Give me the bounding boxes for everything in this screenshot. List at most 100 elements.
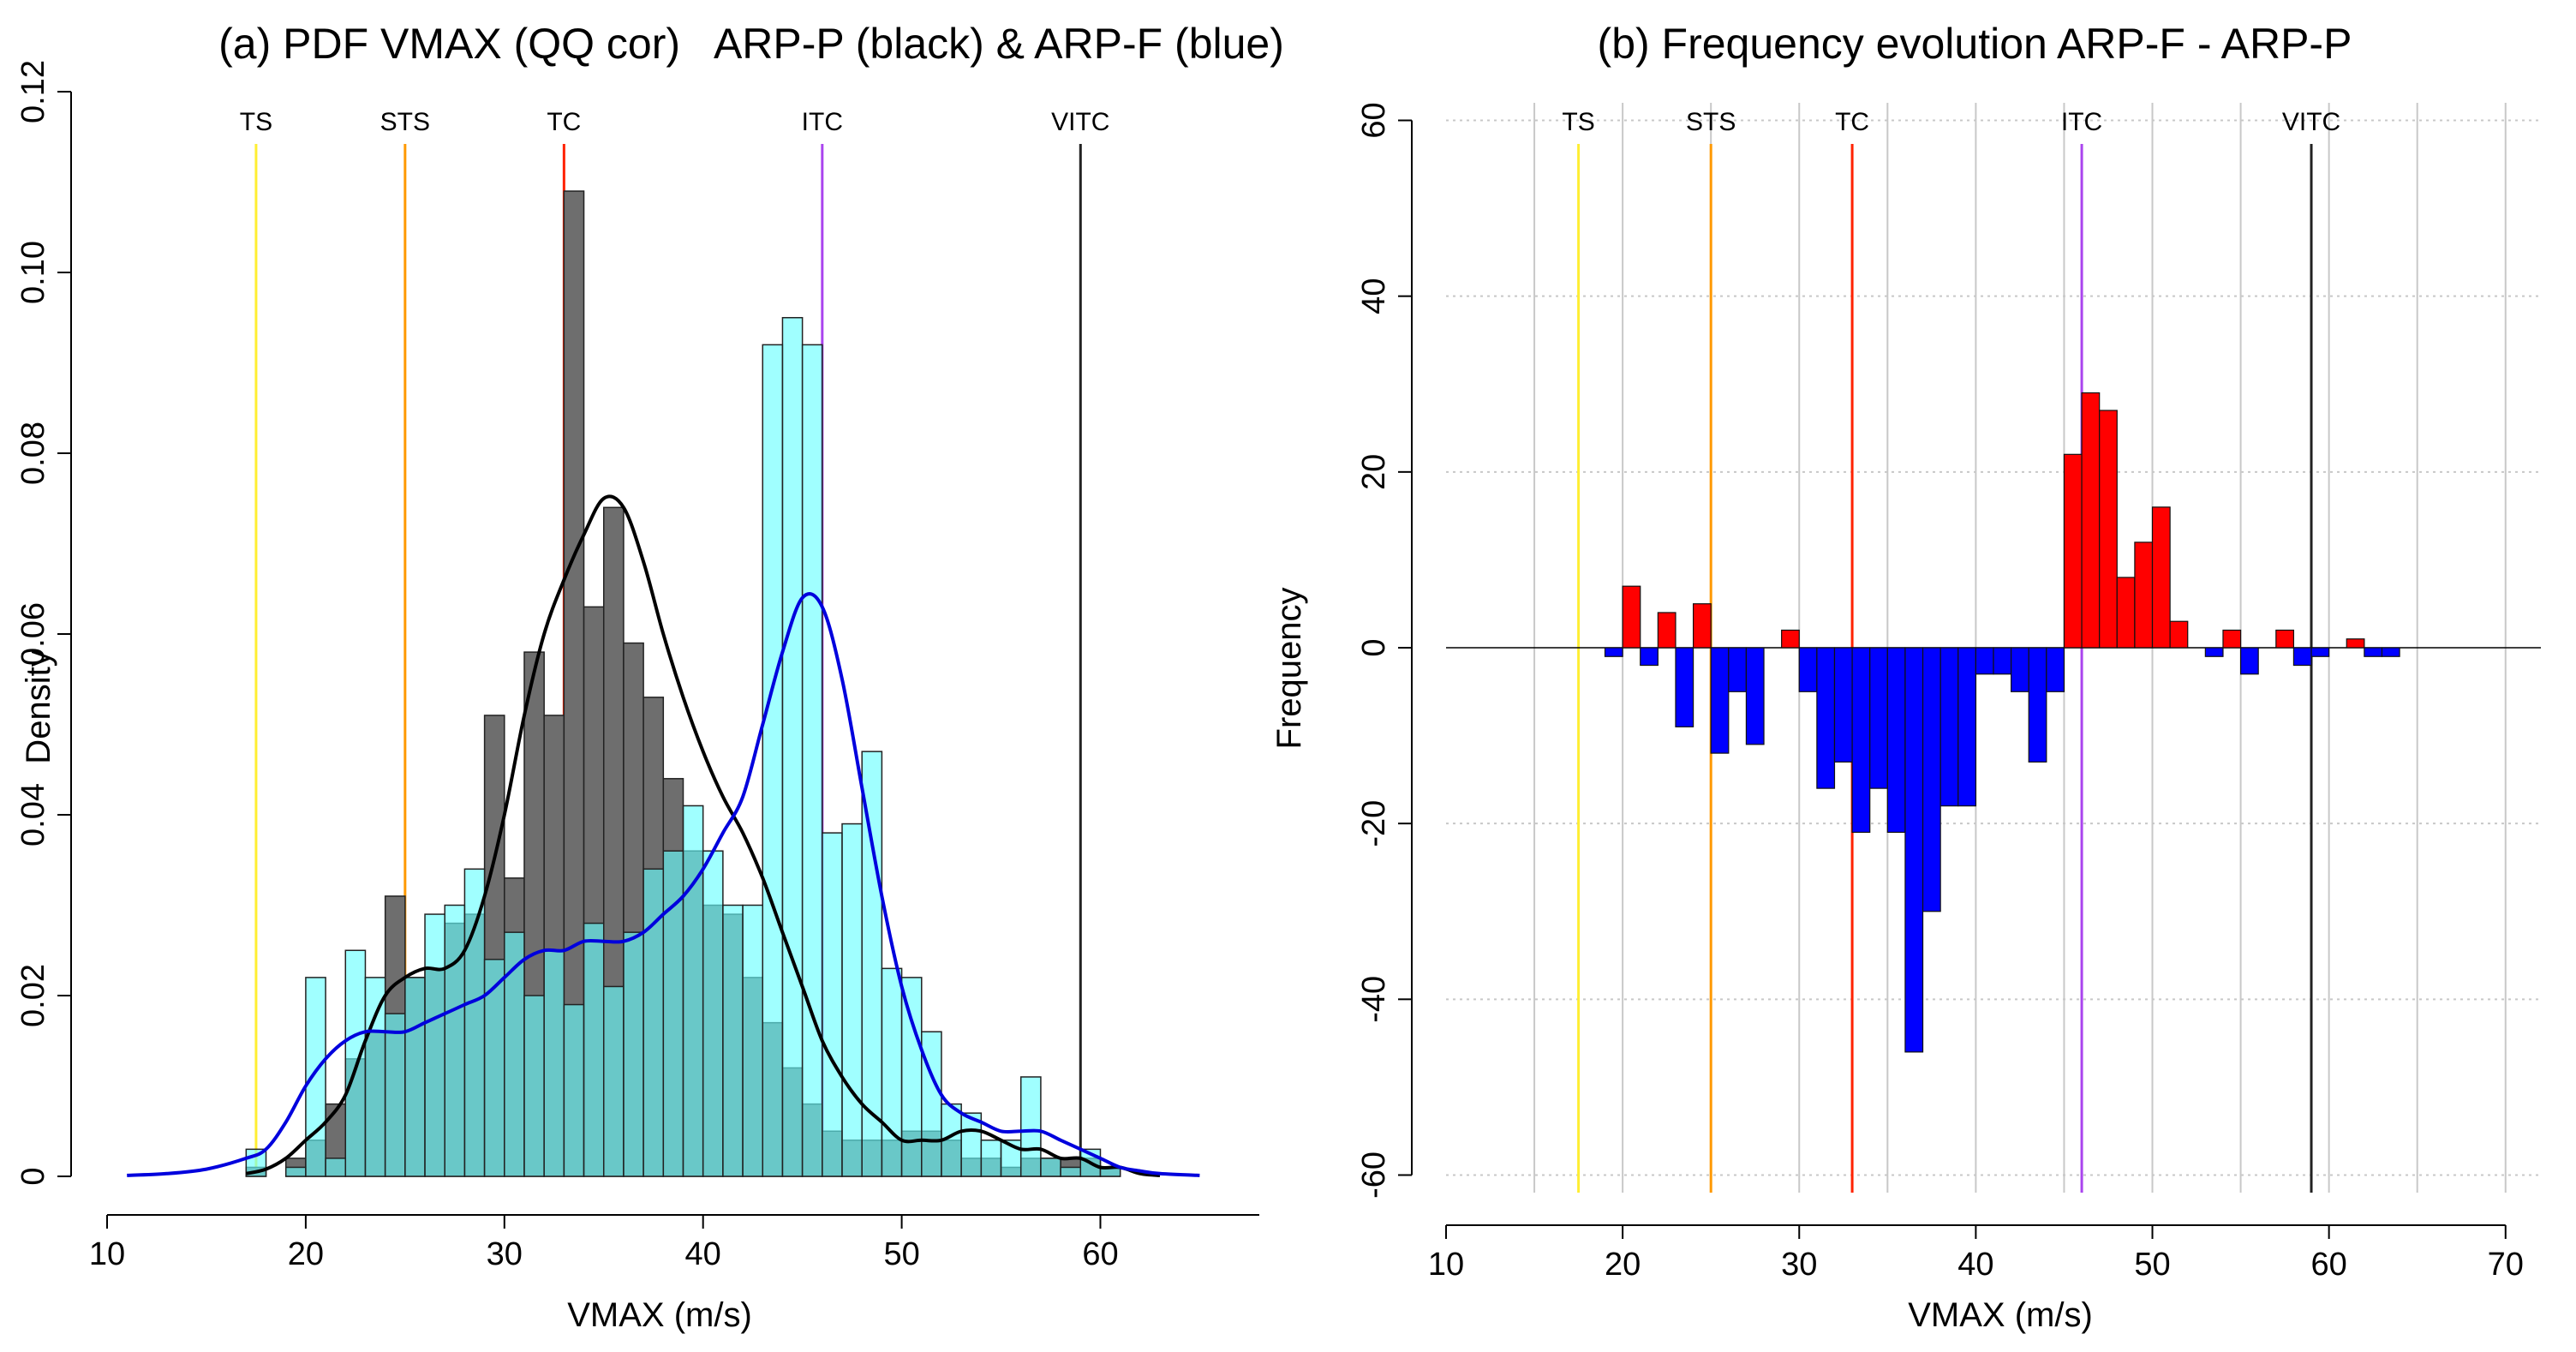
arp-f-density-curve xyxy=(127,592,1200,1177)
frequency-decrease-bar xyxy=(1798,647,1818,692)
arp-f-bar xyxy=(822,832,843,1177)
frequency-decrease-bar xyxy=(1675,647,1694,727)
panel-b-x-tick-label: 50 xyxy=(2134,1247,2170,1283)
frequency-decrease-bar xyxy=(1833,647,1853,763)
arp-f-bar xyxy=(364,977,386,1177)
panel-b-x-tick-label: 10 xyxy=(1428,1247,1464,1283)
panel-a-x-tick-label: 40 xyxy=(685,1236,721,1272)
panel-a-label-vitc: VITC xyxy=(1051,108,1109,136)
panel-b-title: (b) Frequency evolution ARP-F - ARP-P xyxy=(1598,20,2352,68)
frequency-decrease-bar xyxy=(2011,647,2029,692)
panel-a-y-tick-label: 0.04 xyxy=(15,783,51,846)
frequency-increase-bar xyxy=(2169,620,2189,649)
arp-f-bar xyxy=(404,977,426,1177)
frequency-increase-bar xyxy=(2081,392,2101,649)
frequency-decrease-bar xyxy=(2364,647,2383,657)
panel-a-label-itc: ITC xyxy=(802,108,843,136)
panel-b-y-axis-label: Frequency xyxy=(1270,588,1308,750)
frequency-increase-bar xyxy=(1657,612,1676,649)
panel-b-label-itc: ITC xyxy=(2061,108,2102,136)
arp-f-bar xyxy=(722,904,744,1177)
frequency-decrease-bar xyxy=(1728,647,1748,692)
panel-a-axes: 0 0.02 0.04 0.06 0.08 0.10 0.12 10 20 30 40 50 60 xyxy=(15,60,1259,1272)
frequency-decrease-bar xyxy=(2292,647,2312,667)
arp-f-bar xyxy=(702,850,724,1177)
frequency-increase-bar xyxy=(2116,577,2136,649)
panel-b-y-tick-label: 20 xyxy=(1356,454,1392,490)
panel-b-frequency-chart: (b) Frequency evolution ARP-F - ARP-P TS… xyxy=(1270,20,2541,1334)
frequency-decrease-bar xyxy=(1904,647,1924,1053)
panel-b-x-tick-label: 30 xyxy=(1781,1247,1817,1283)
frequency-decrease-bar xyxy=(1975,647,1994,675)
panel-a-y-tick-label: 0.12 xyxy=(15,60,51,123)
panel-a-x-tick-label: 10 xyxy=(89,1236,125,1272)
arp-f-bar xyxy=(682,805,704,1177)
frequency-increase-bar xyxy=(2063,453,2083,649)
arp-f-bar xyxy=(583,922,605,1177)
frequency-decrease-bar xyxy=(1957,647,1976,807)
panel-a-label-ts: TS xyxy=(240,108,272,136)
arp-f-bar xyxy=(424,913,445,1177)
panel-a-y-tick-label: 0 xyxy=(15,1167,51,1185)
panel-b-y-tick-label: -60 xyxy=(1356,1152,1392,1199)
arp-f-bar xyxy=(463,868,486,1177)
panel-b-y-tick-label: -20 xyxy=(1356,800,1392,847)
arp-f-bar xyxy=(742,904,764,1177)
frequency-decrease-bar xyxy=(1851,647,1871,834)
panel-b-x-axis-label: VMAX (m/s) xyxy=(1908,1296,2093,1334)
panel-b-label-tc: TC xyxy=(1835,108,1869,136)
panel-a-y-tick-label: 0.02 xyxy=(15,964,51,1027)
arp-f-bar xyxy=(444,904,466,1177)
panel-a-x-tick-label: 60 xyxy=(1082,1236,1118,1272)
panel-b-axes: -60 -40 -20 0 20 40 60 10 20 30 40 50 60 70 xyxy=(1356,102,2524,1283)
frequency-decrease-bar xyxy=(1869,647,1888,789)
arp-f-bar xyxy=(801,344,823,1177)
panel-a-y-axis-label: Density xyxy=(20,649,57,763)
arp-f-bar xyxy=(861,751,883,1177)
panel-a-x-tick-label: 50 xyxy=(883,1236,919,1272)
arp-f-bar xyxy=(781,317,804,1177)
panel-a-label-tc: TC xyxy=(547,108,581,136)
panel-a-x-axis-label: VMAX (m/s) xyxy=(567,1296,752,1334)
frequency-decrease-bar xyxy=(1640,647,1659,667)
arp-f-bar xyxy=(384,1013,406,1177)
arp-p-density-curve xyxy=(245,494,1161,1177)
frequency-decrease-bar xyxy=(2204,647,2224,657)
frequency-increase-bar xyxy=(1692,603,1712,649)
frequency-increase-bar xyxy=(1781,629,1800,649)
frequency-decrease-bar xyxy=(2239,647,2259,675)
panel-a-x-tick-label: 30 xyxy=(487,1236,523,1272)
panel-b-label-vitc: VITC xyxy=(2282,108,2340,136)
arp-f-bar xyxy=(1060,1166,1082,1177)
arp-f-bar xyxy=(881,967,903,1177)
panel-a-y-tick-label: 0.10 xyxy=(15,241,51,304)
frequency-decrease-bar xyxy=(1604,647,1623,657)
frequency-increase-bar xyxy=(2134,541,2154,649)
panel-b-x-tick-label: 20 xyxy=(1605,1247,1641,1283)
panel-a-x-tick-label: 20 xyxy=(288,1236,324,1272)
arp-f-bar xyxy=(1019,1076,1042,1177)
arp-f-bar xyxy=(523,995,545,1177)
panel-b-bars xyxy=(1604,392,2400,1053)
arp-f-bar xyxy=(900,977,923,1177)
frequency-increase-bar xyxy=(2275,629,2295,649)
panel-a-title: (a) PDF VMAX (QQ cor) ARP-P (black) & AR… xyxy=(218,20,1284,68)
arp-f-bar xyxy=(543,949,565,1177)
panel-b-x-tick-label: 60 xyxy=(2311,1247,2347,1283)
frequency-decrease-bar xyxy=(2046,647,2065,692)
frequency-decrease-bar xyxy=(1922,647,1941,912)
arp-f-bar xyxy=(325,1158,347,1177)
frequency-decrease-bar xyxy=(1886,647,1906,834)
arp-f-bar xyxy=(1040,1158,1061,1177)
panel-a-density-curves xyxy=(127,494,1200,1177)
panel-a-y-tick-label: 0.08 xyxy=(15,422,51,485)
arp-f-bar xyxy=(284,1166,307,1177)
frequency-increase-bar xyxy=(2151,506,2171,649)
frequency-decrease-bar xyxy=(2381,647,2400,657)
panel-b-y-tick-label: 60 xyxy=(1356,102,1392,138)
panel-a-density-chart: (a) PDF VMAX (QQ cor) ARP-P (black) & AR… xyxy=(15,20,1284,1334)
panel-a-label-sts: STS xyxy=(380,108,430,136)
panel-a-y-tick-label: 0.06 xyxy=(15,602,51,666)
arp-f-bar xyxy=(344,949,367,1177)
